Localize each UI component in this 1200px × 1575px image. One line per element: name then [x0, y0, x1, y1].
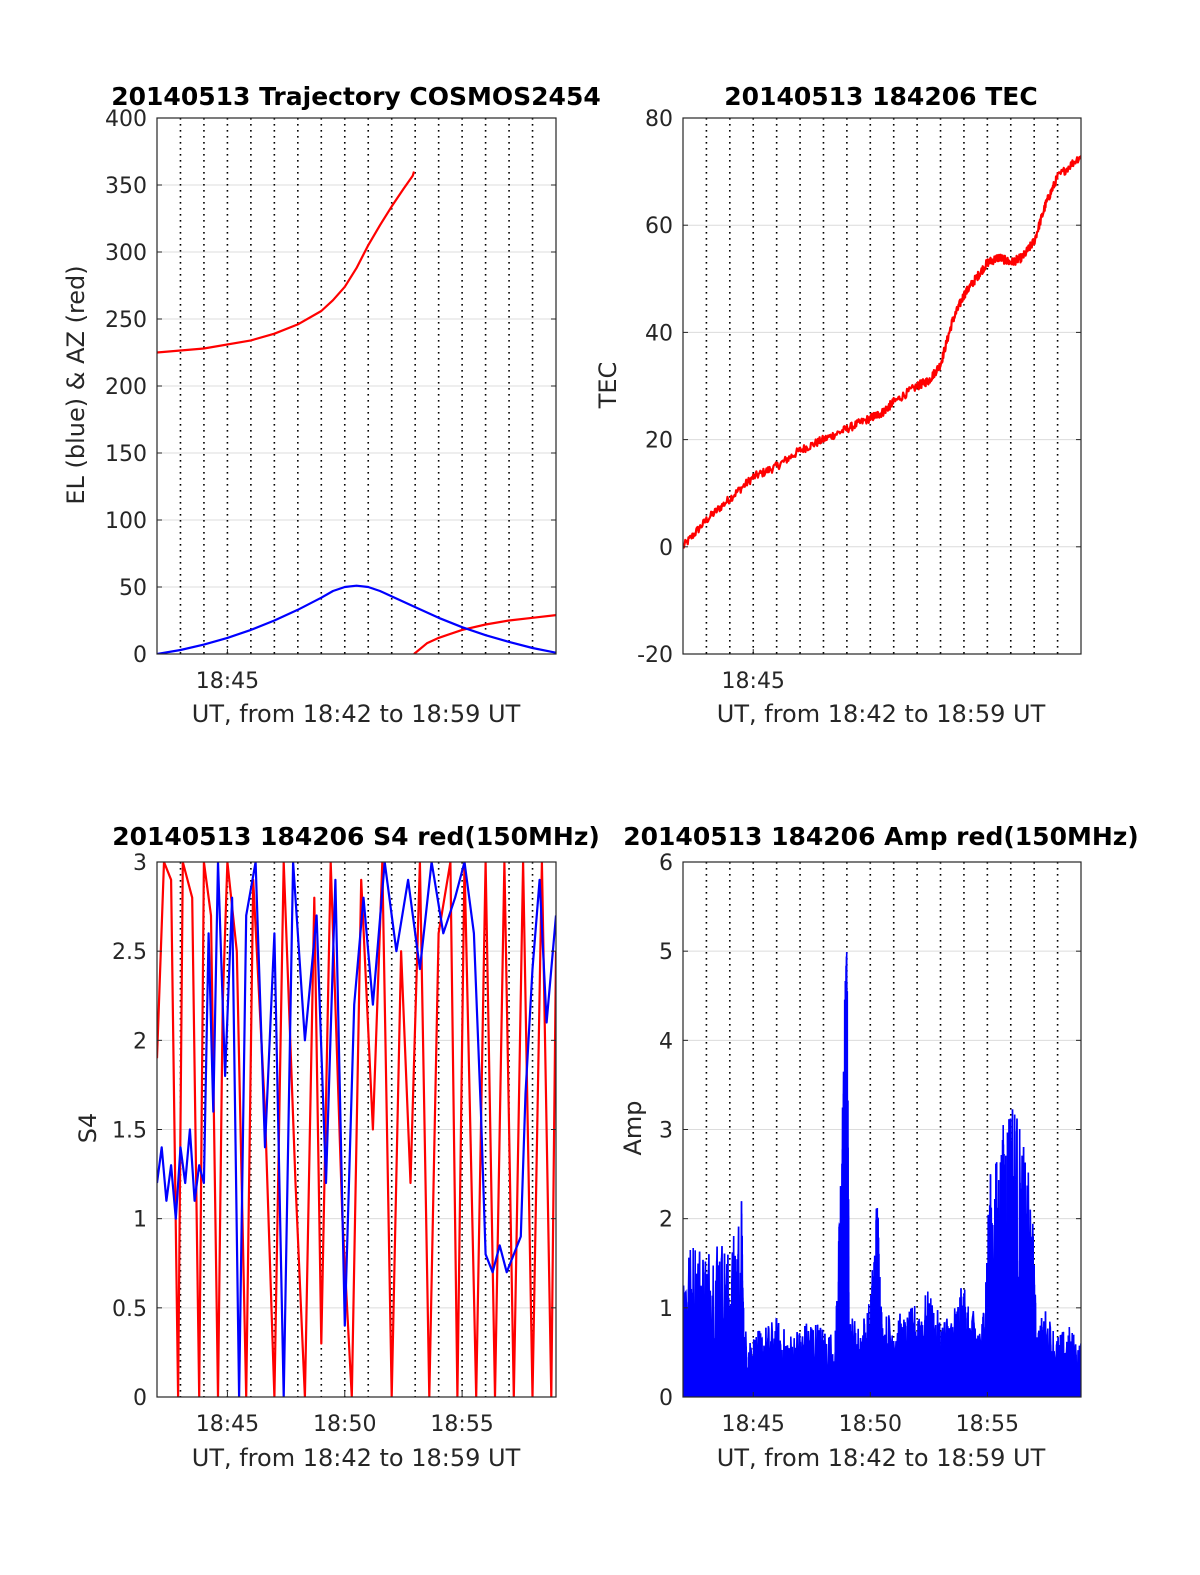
s4-ytick-label: 0 — [133, 1386, 147, 1411]
amp-ytick-label: 4 — [659, 1029, 673, 1054]
s4-ytick-label: 3 — [133, 851, 147, 876]
traj-ytick-label: 350 — [105, 174, 147, 199]
s4-ytick-label: 2 — [133, 1029, 147, 1054]
traj-ytick-label: 300 — [105, 241, 147, 266]
amp-series-0-spikes — [683, 952, 1081, 1397]
tec-xtick-label: 18:45 — [722, 669, 785, 694]
amp-ytick-label: 0 — [659, 1386, 673, 1411]
tec-ytick-label: 80 — [645, 107, 673, 132]
amp-series-0-line — [683, 952, 1081, 1379]
tec-ytick-label: 0 — [659, 536, 673, 561]
traj-ytick-label: 150 — [105, 442, 147, 467]
s4-title: 20140513 184206 S4 red(150MHz) — [112, 822, 600, 851]
s4-xtick-label: 18:55 — [430, 1412, 493, 1437]
tec-ytick-label: 40 — [645, 321, 673, 346]
tec-plot-area — [683, 118, 1081, 654]
tec-panel: -20 0 20 40 60 80 18:45 20140513 184206 TEC UT, … — [594, 82, 1082, 728]
s4-ytick-label: 0.5 — [112, 1297, 147, 1322]
traj-ytick-label: 0 — [133, 643, 147, 668]
amp-ytick-label: 5 — [659, 940, 673, 965]
tec-axes-box — [682, 117, 1082, 655]
amp-ytick-label: 2 — [659, 1208, 673, 1233]
s4-ytick-label: 1 — [133, 1208, 147, 1233]
tec-ytick-label: 20 — [645, 429, 673, 454]
traj-series-0-seg-1 — [413, 614, 556, 654]
s4-xtick-label: 18:50 — [313, 1412, 376, 1437]
traj-ytick-label: 250 — [105, 308, 147, 333]
amp-ytick-label: 3 — [659, 1119, 673, 1144]
amp-xtick-label: 18:45 — [722, 1412, 785, 1437]
s4-series-group — [157, 862, 556, 1397]
s4-ytick-label: 2.5 — [112, 940, 147, 965]
traj-series-0-seg-0 — [157, 171, 416, 354]
amp-xlabel: UT, from 18:42 to 18:59 UT — [717, 1444, 1046, 1472]
tec-ytick-label: -20 — [637, 643, 673, 668]
s4-series-1-seg-0 — [157, 862, 556, 1397]
amp-panel: 0 1 2 3 4 5 6 18:45 18:50 18:55 20140513 184206 Am… — [619, 822, 1139, 1472]
amp-series-group — [683, 952, 1081, 1397]
traj-ytick-label: 100 — [105, 509, 147, 534]
trajectory-xlabel: UT, from 18:42 to 18:59 UT — [192, 700, 521, 728]
traj-ytick-label: 200 — [105, 375, 147, 400]
traj-ytick-label: 50 — [119, 576, 147, 601]
trajectory-title: 20140513 Trajectory COSMOS2454 — [111, 82, 601, 111]
amp-ytick-label: 1 — [659, 1297, 673, 1322]
s4-xtick-label: 18:45 — [196, 1412, 259, 1437]
tec-series-group — [683, 155, 1081, 549]
amp-ytick-label: 6 — [659, 851, 673, 876]
traj-xtick-label: 18:45 — [196, 669, 259, 694]
s4-ylabel: S4 — [74, 1113, 102, 1144]
tec-series-0-seg-0 — [683, 155, 1081, 549]
s4-panel: 0 0.5 1 1.5 2 2.5 3 18:45 18:50 18:55 20140513 184… — [74, 822, 600, 1472]
amp-ylabel: Amp — [619, 1100, 647, 1155]
tec-ytick-label: 60 — [645, 214, 673, 239]
tec-ylabel: TEC — [594, 362, 622, 410]
trajectory-panel: 0 50 100 150 200 250 300 350 400 18:45 20140513 Tr… — [62, 82, 601, 728]
traj-ytick-label: 400 — [105, 107, 147, 132]
traj-series-group — [157, 171, 556, 654]
amp-title: 20140513 184206 Amp red(150MHz) — [623, 822, 1139, 851]
amp-xtick-label: 18:50 — [839, 1412, 902, 1437]
tec-title: 20140513 184206 TEC — [724, 82, 1037, 111]
trajectory-ylabel: EL (blue) & AZ (red) — [62, 265, 90, 504]
tec-xlabel: UT, from 18:42 to 18:59 UT — [717, 700, 1046, 728]
traj-series-1-seg-0 — [157, 584, 556, 654]
s4-xlabel: UT, from 18:42 to 18:59 UT — [192, 1444, 521, 1472]
amp-xtick-label: 18:55 — [956, 1412, 1019, 1437]
s4-ytick-label: 1.5 — [112, 1119, 147, 1144]
